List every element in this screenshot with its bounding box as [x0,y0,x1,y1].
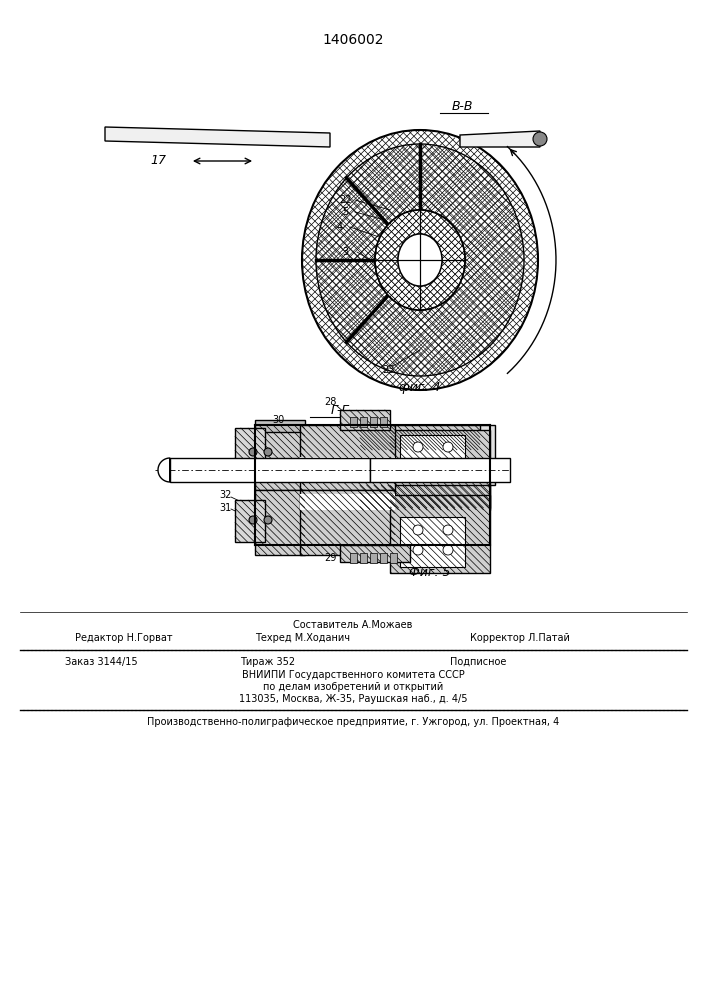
FancyBboxPatch shape [370,417,377,427]
Text: 4: 4 [337,222,343,232]
Text: 28: 28 [324,397,337,407]
Circle shape [413,462,423,472]
Text: 27: 27 [349,553,361,563]
Text: 3: 3 [342,247,348,257]
Circle shape [413,525,423,535]
Circle shape [264,516,272,524]
Ellipse shape [375,210,465,310]
FancyBboxPatch shape [390,495,490,573]
FancyBboxPatch shape [360,425,480,450]
FancyBboxPatch shape [300,490,395,555]
Ellipse shape [398,234,442,286]
FancyBboxPatch shape [340,545,410,562]
Polygon shape [460,131,540,147]
Text: 23: 23 [382,365,395,375]
Text: Составитель А.Можаев: Составитель А.Можаев [293,620,413,630]
Text: Подписное: Подписное [450,657,506,667]
FancyBboxPatch shape [255,490,305,555]
Text: Техред М.Ходанич: Техред М.Ходанич [255,633,350,643]
Ellipse shape [375,210,465,310]
FancyBboxPatch shape [255,420,305,432]
Text: Производственно-полиграфическое предприятие, г. Ужгород, ул. Проектная, 4: Производственно-полиграфическое предприя… [147,717,559,727]
Text: Тираж 352: Тираж 352 [240,657,295,667]
Text: Редактор Н.Горват: Редактор Н.Горват [75,633,173,643]
Circle shape [533,132,547,146]
Text: 29: 29 [324,553,337,563]
FancyBboxPatch shape [300,457,395,473]
FancyBboxPatch shape [255,425,305,490]
Circle shape [443,545,453,555]
Text: 31: 31 [219,503,231,513]
Text: 5: 5 [342,207,348,217]
FancyBboxPatch shape [350,417,357,427]
Text: 1406002: 1406002 [322,33,384,47]
Text: 5: 5 [245,517,251,527]
FancyBboxPatch shape [380,417,387,427]
FancyBboxPatch shape [360,553,367,563]
FancyBboxPatch shape [170,458,370,482]
Circle shape [264,448,272,456]
Polygon shape [158,458,170,482]
FancyBboxPatch shape [400,435,465,480]
Text: 32: 32 [218,490,231,500]
Text: ВНИИПИ Государственного комитета СССР: ВНИИПИ Государственного комитета СССР [242,670,464,680]
FancyBboxPatch shape [300,494,395,510]
Text: B-B: B-B [451,101,473,113]
Text: фиг. 4: фиг. 4 [399,381,440,394]
Polygon shape [105,127,330,147]
FancyBboxPatch shape [400,517,465,567]
FancyBboxPatch shape [390,553,397,563]
FancyBboxPatch shape [380,553,387,563]
Ellipse shape [398,234,442,286]
Text: 26: 26 [372,553,384,563]
Circle shape [413,442,423,452]
FancyBboxPatch shape [370,458,510,482]
Circle shape [249,516,257,524]
Text: по делам изобретений и открытий: по делам изобретений и открытий [263,682,443,692]
Text: Корректор Л.Патай: Корректор Л.Патай [470,633,570,643]
Text: 22: 22 [339,195,351,205]
Text: Фиг. 5: Фиг. 5 [409,566,451,578]
Text: 17: 17 [150,154,166,167]
Text: Заказ 3144/15: Заказ 3144/15 [65,657,138,667]
FancyBboxPatch shape [235,428,265,470]
FancyBboxPatch shape [300,425,395,490]
Text: 113035, Москва, Ж-35, Раушская наб., д. 4/5: 113035, Москва, Ж-35, Раушская наб., д. … [239,694,467,704]
FancyBboxPatch shape [360,485,490,510]
FancyBboxPatch shape [340,410,390,430]
FancyBboxPatch shape [385,425,495,485]
FancyBboxPatch shape [360,417,367,427]
Circle shape [443,462,453,472]
FancyBboxPatch shape [390,430,490,508]
Circle shape [443,442,453,452]
FancyBboxPatch shape [235,500,265,542]
Text: 30: 30 [272,415,284,425]
Circle shape [443,525,453,535]
Circle shape [249,448,257,456]
Text: Г-Г: Г-Г [331,403,349,416]
FancyBboxPatch shape [370,553,377,563]
FancyBboxPatch shape [350,553,357,563]
Circle shape [413,545,423,555]
